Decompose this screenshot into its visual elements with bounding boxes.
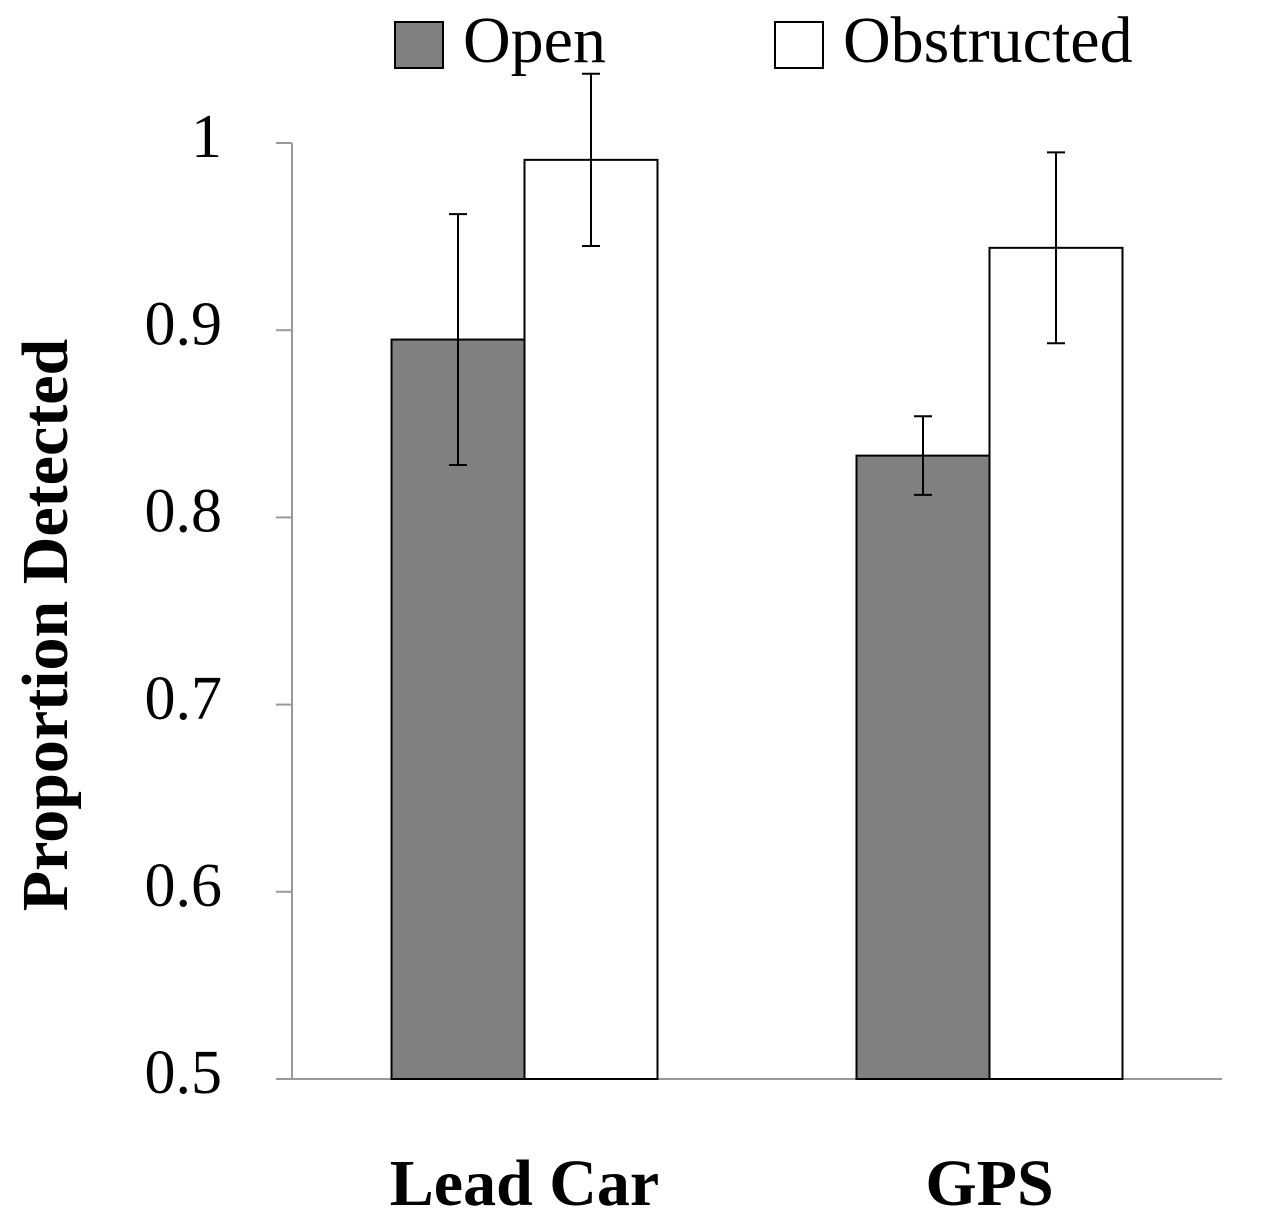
bar: [855, 454, 991, 1080]
legend-label: Open: [463, 4, 606, 77]
y-tick-label: 0.8: [145, 478, 223, 546]
legend-swatch: [394, 21, 444, 69]
y-tick-label: 0.9: [145, 290, 223, 358]
y-tick-label: 0.5: [145, 1039, 223, 1107]
bar: [523, 158, 659, 1080]
y-tick-label: 1: [191, 103, 222, 171]
x-tick-label: GPS: [925, 1147, 1053, 1220]
y-tick-label: 0.7: [145, 665, 223, 733]
y-axis-label: Proportion Detected: [9, 339, 82, 911]
bar: [988, 246, 1124, 1081]
legend-label: Obstructed: [843, 4, 1133, 77]
x-tick-label: Lead Car: [390, 1147, 659, 1220]
legend-swatch: [774, 21, 824, 69]
y-tick-label: 0.6: [145, 852, 223, 920]
